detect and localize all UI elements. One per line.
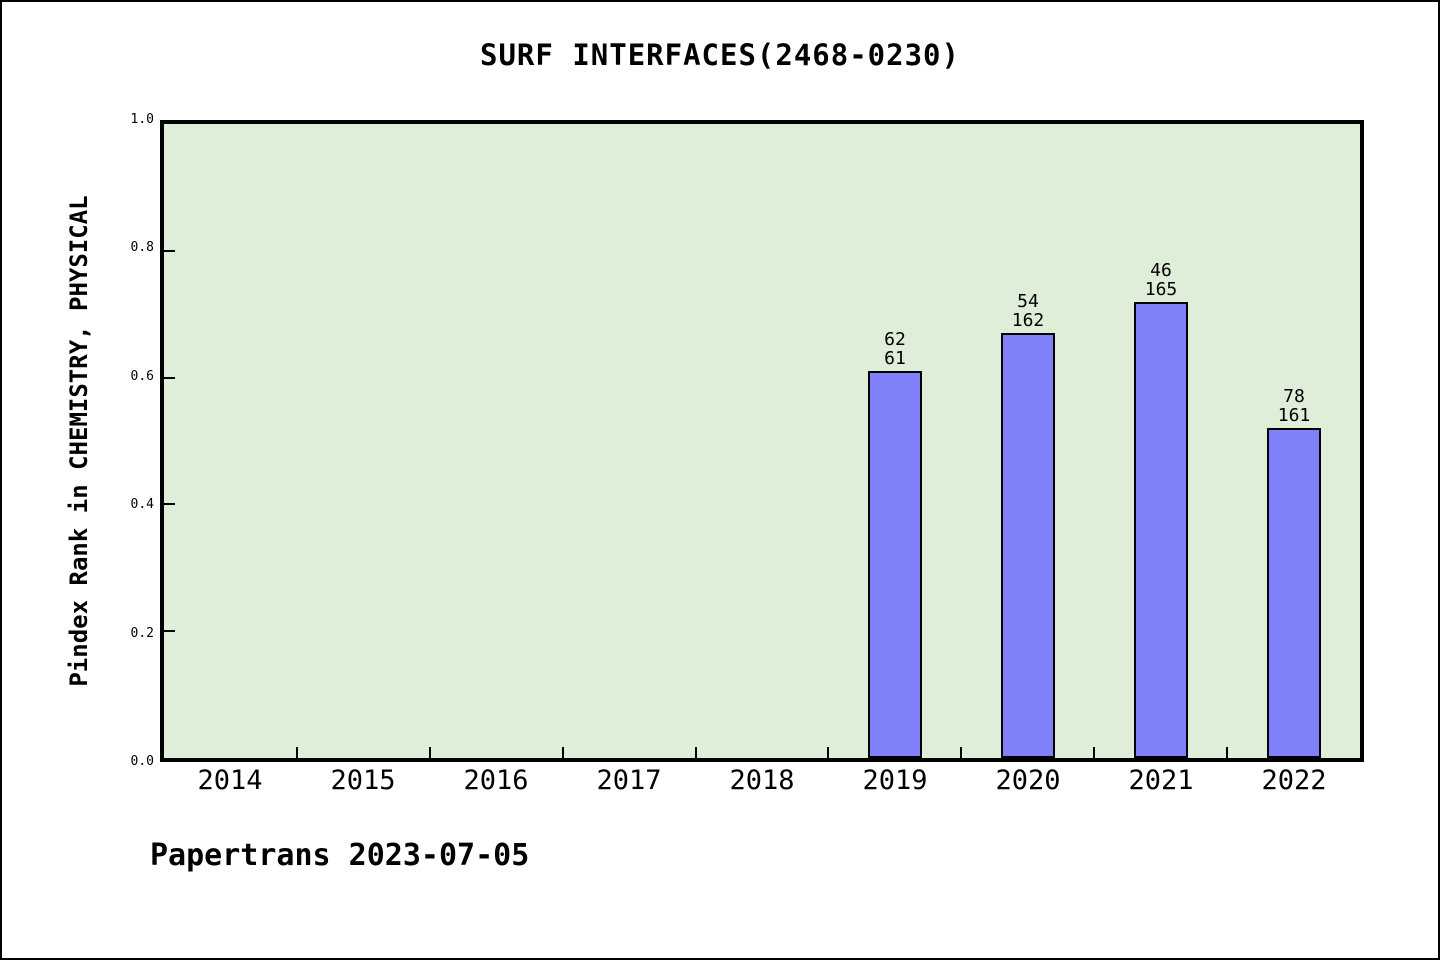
bar-2020 — [1001, 333, 1055, 758]
y-tick-label-0.6: 0.6 — [130, 369, 154, 384]
x-tick-label-2017: 2017 — [596, 765, 662, 796]
x-tick-label-2019: 2019 — [862, 765, 928, 796]
x-tick-label-2018: 2018 — [729, 765, 795, 796]
x-tick-label-2014: 2014 — [197, 765, 263, 796]
x-tick-mark — [429, 747, 431, 758]
x-tick-mark — [960, 747, 962, 758]
x-tick-label-2020: 2020 — [995, 765, 1061, 796]
y-axis-label: Pindex Rank in CHEMISTRY, PHYSICAL — [65, 195, 93, 687]
x-tick-label-2021: 2021 — [1128, 765, 1194, 796]
y-tick-mark — [164, 503, 175, 505]
bar-2022 — [1267, 428, 1321, 758]
bar-2019 — [868, 371, 922, 758]
y-tick-label-0.8: 0.8 — [130, 240, 154, 255]
x-tick-label-2022: 2022 — [1261, 765, 1327, 796]
plot-area: 62 61 54 162 46 165 78 161 — [160, 120, 1364, 762]
x-tick-mark — [695, 747, 697, 758]
x-tick-mark — [562, 747, 564, 758]
x-tick-mark — [1226, 747, 1228, 758]
y-tick-label-0.4: 0.4 — [130, 497, 154, 512]
y-tick-mark — [164, 250, 175, 252]
bar-value-label-2022: 78 161 — [1277, 386, 1311, 426]
y-tick-label-1.0: 1.0 — [130, 112, 154, 127]
bar-value-label-2019: 62 61 — [884, 329, 906, 369]
bar-2021 — [1134, 302, 1188, 758]
x-tick-label-2016: 2016 — [463, 765, 529, 796]
y-tick-mark — [164, 630, 175, 632]
watermark-text: Papertrans 2023-07-05 — [150, 838, 530, 873]
bar-value-label-2020: 54 162 — [1011, 291, 1045, 331]
x-tick-label-2015: 2015 — [330, 765, 396, 796]
y-tick-label-0.2: 0.2 — [130, 626, 154, 641]
x-tick-mark — [1093, 747, 1095, 758]
bar-value-label-2021: 46 165 — [1144, 260, 1178, 300]
y-tick-label-0.0: 0.0 — [130, 754, 154, 769]
x-tick-mark — [827, 747, 829, 758]
y-tick-mark — [164, 377, 175, 379]
x-tick-mark — [296, 747, 298, 758]
chart-title: SURF INTERFACES(2468-0230) — [480, 38, 960, 72]
